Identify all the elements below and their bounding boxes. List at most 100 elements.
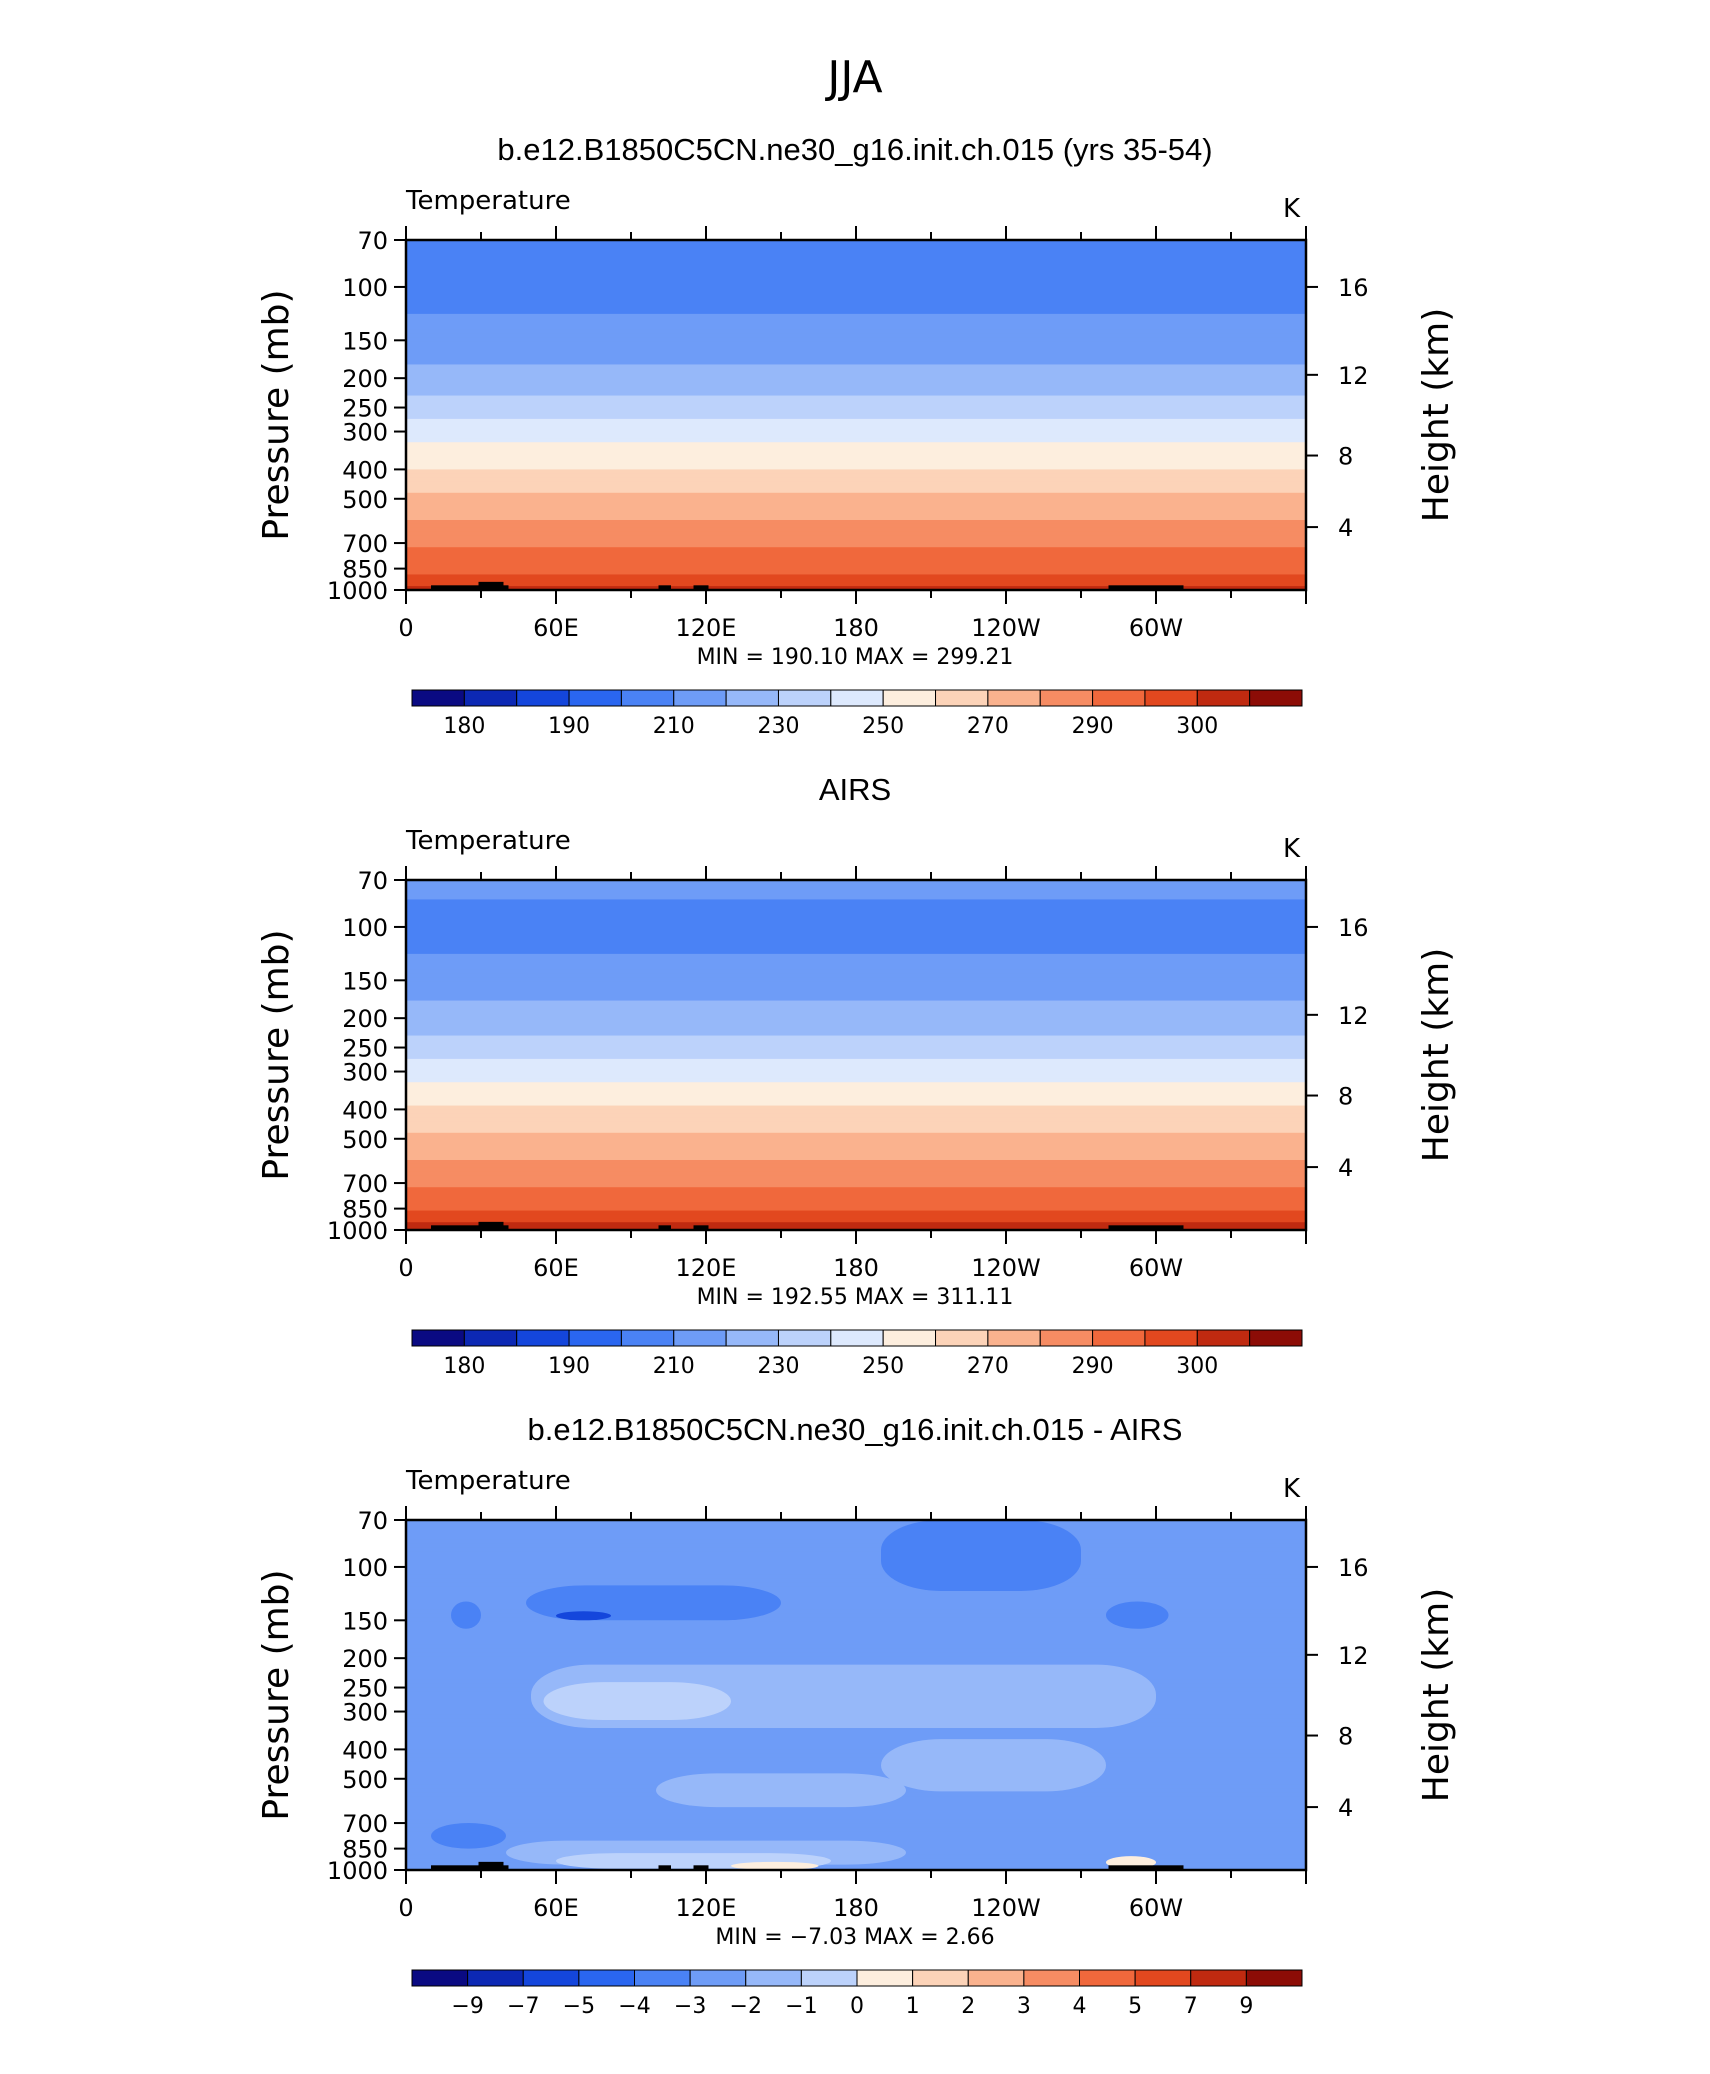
y-tick-label: 500 [342, 1126, 388, 1154]
x-tick-label: 180 [833, 614, 879, 642]
colorbar-label: 0 [850, 1994, 864, 2019]
field-band [406, 1148, 1306, 1153]
field-band [406, 1578, 1306, 1583]
left-field-label: Temperature [405, 186, 571, 216]
field-band [406, 1035, 1306, 1041]
field-band [406, 1644, 1306, 1649]
field-band [406, 1562, 1306, 1568]
field-band [406, 1171, 1306, 1177]
field-band [406, 520, 1306, 525]
field-band [406, 255, 1306, 261]
field-band [406, 1586, 1306, 1591]
panel-3: b.e12.B1850C5CN.ne30_g16.init.ch.015 - A… [256, 1412, 1457, 2019]
field-band [406, 918, 1306, 924]
x-tick-label: 60E [533, 1254, 579, 1282]
field-band [406, 1730, 1306, 1735]
field-band [406, 450, 1306, 455]
field-band [406, 531, 1306, 537]
field [406, 880, 1306, 1231]
field-band [406, 446, 1306, 451]
colorbar-box [935, 1329, 989, 1347]
field-band [406, 988, 1306, 994]
field-band [406, 1749, 1306, 1754]
y-tick-label: 300 [342, 1059, 388, 1087]
colorbar-box [777, 1329, 832, 1347]
field-band [406, 1000, 1306, 1006]
colorbar-label: 300 [1176, 714, 1218, 739]
colorbar-label: 7 [1184, 1994, 1198, 2019]
field-band [406, 457, 1306, 463]
field-band [406, 1144, 1306, 1149]
field-band [406, 1625, 1306, 1630]
field-band [406, 278, 1306, 284]
field-band [406, 1167, 1306, 1173]
field-band [406, 915, 1306, 920]
colorbar-label: 210 [653, 1354, 695, 1379]
colorbar-box [1190, 1969, 1247, 1987]
field-band [406, 1128, 1306, 1134]
field-band [406, 523, 1306, 529]
topography-block [431, 585, 481, 590]
field-band [406, 1183, 1306, 1188]
y-tick-label: 150 [342, 327, 388, 355]
field-band [406, 883, 1306, 889]
field-band [406, 922, 1306, 928]
field-band [406, 1179, 1306, 1184]
x-tick-label: 180 [833, 1254, 879, 1282]
field-band [406, 1187, 1306, 1192]
field-band [406, 368, 1306, 373]
y-tick-label: 200 [342, 1645, 388, 1673]
topography-block [501, 1865, 509, 1870]
y2-tick-label: 16 [1338, 914, 1369, 942]
field-band [406, 1210, 1306, 1216]
field-band [406, 275, 1306, 280]
field-band [406, 1160, 1306, 1165]
field-band [406, 1214, 1306, 1219]
field-band [406, 527, 1306, 533]
topography-block [501, 585, 509, 590]
topography-block [478, 1221, 504, 1230]
colorbar-label: −4 [618, 1994, 650, 2019]
field-band [406, 395, 1306, 401]
colorbar-box [673, 1329, 727, 1347]
field-band [406, 1558, 1306, 1564]
colorbar-box [578, 1969, 635, 1987]
field-band [406, 1202, 1306, 1208]
y-tick-label: 1000 [327, 577, 388, 605]
y-tick-label: 100 [342, 1554, 388, 1582]
field-band [406, 1222, 1306, 1227]
field-band [406, 364, 1306, 369]
field-band [406, 942, 1306, 947]
field-band [406, 1191, 1306, 1196]
y2-tick-label: 4 [1338, 1794, 1353, 1822]
colorbar-box [467, 1969, 524, 1987]
field-band [406, 1757, 1306, 1762]
topography-block [1108, 1865, 1184, 1870]
field-band [406, 1547, 1306, 1552]
y2-tick-label: 4 [1338, 1154, 1353, 1182]
field-band [406, 240, 1306, 245]
field-band [406, 1027, 1306, 1033]
topography-block [501, 1225, 509, 1230]
field-band [406, 1121, 1306, 1126]
field-patch [881, 1739, 1106, 1792]
field-band [406, 1132, 1306, 1138]
colorbar-box [987, 1329, 1041, 1347]
colorbar-box [411, 689, 465, 707]
colorbar-box [634, 1969, 691, 1987]
field-band [406, 1745, 1306, 1751]
y2-tick-label: 16 [1338, 1554, 1369, 1582]
units-label: K [1283, 1474, 1301, 1504]
y-tick-label: 1000 [327, 1857, 388, 1885]
topography-block [693, 1225, 709, 1230]
min-max-stats: MIN = −7.03 MAX = 2.66 [715, 1925, 994, 1950]
field-band [406, 321, 1306, 327]
field-band [406, 438, 1306, 443]
colorbar-box [856, 1969, 914, 1987]
field-band [406, 996, 1306, 1002]
field-band [406, 290, 1306, 296]
field-band [406, 380, 1306, 385]
topography [431, 581, 1184, 590]
field-band [406, 1737, 1306, 1743]
